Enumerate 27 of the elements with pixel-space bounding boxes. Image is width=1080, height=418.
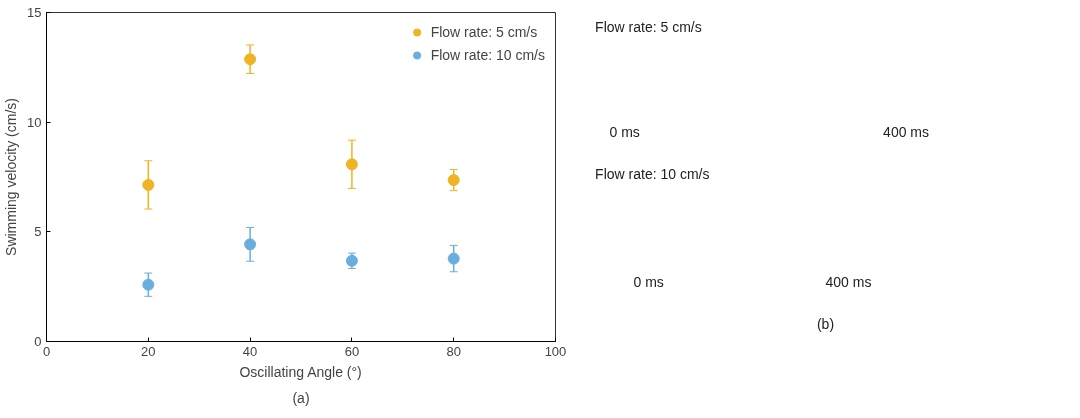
- x-tick-label: 100: [544, 343, 567, 359]
- x-tick-label: 80: [446, 343, 461, 359]
- point: [142, 178, 155, 191]
- y-axis-title: Swimming velocity (cm/s): [3, 98, 20, 256]
- legend-label: Flow rate: 5 cm/s: [430, 24, 538, 40]
- x-tick-label: 40: [242, 343, 258, 359]
- x-tick-label: 20: [141, 343, 156, 359]
- point: [142, 278, 155, 291]
- text: (b): [816, 315, 835, 332]
- legend-label: Flow rate: 10 cm/s: [430, 47, 545, 63]
- text: 0 ms: [633, 274, 664, 291]
- text: 0 ms: [609, 124, 640, 141]
- text: Flow rate: 5 cm/s: [595, 18, 702, 35]
- y-tick-label: 5: [34, 224, 42, 240]
- point: [447, 174, 460, 187]
- y-tick-label: 15: [27, 5, 42, 20]
- point: [244, 53, 257, 66]
- y-tick-label: 10: [27, 114, 42, 130]
- point: [244, 238, 257, 251]
- x-tick-label: 60: [344, 343, 360, 359]
- text: Flow rate: 10 cm/s: [595, 165, 710, 182]
- point: [345, 158, 358, 171]
- text: (a): [292, 389, 310, 406]
- point: [447, 252, 460, 265]
- x-axis-title: Oscillating Angle (°): [239, 363, 362, 380]
- text: 400 ms: [883, 124, 930, 141]
- text: 400 ms: [825, 274, 872, 291]
